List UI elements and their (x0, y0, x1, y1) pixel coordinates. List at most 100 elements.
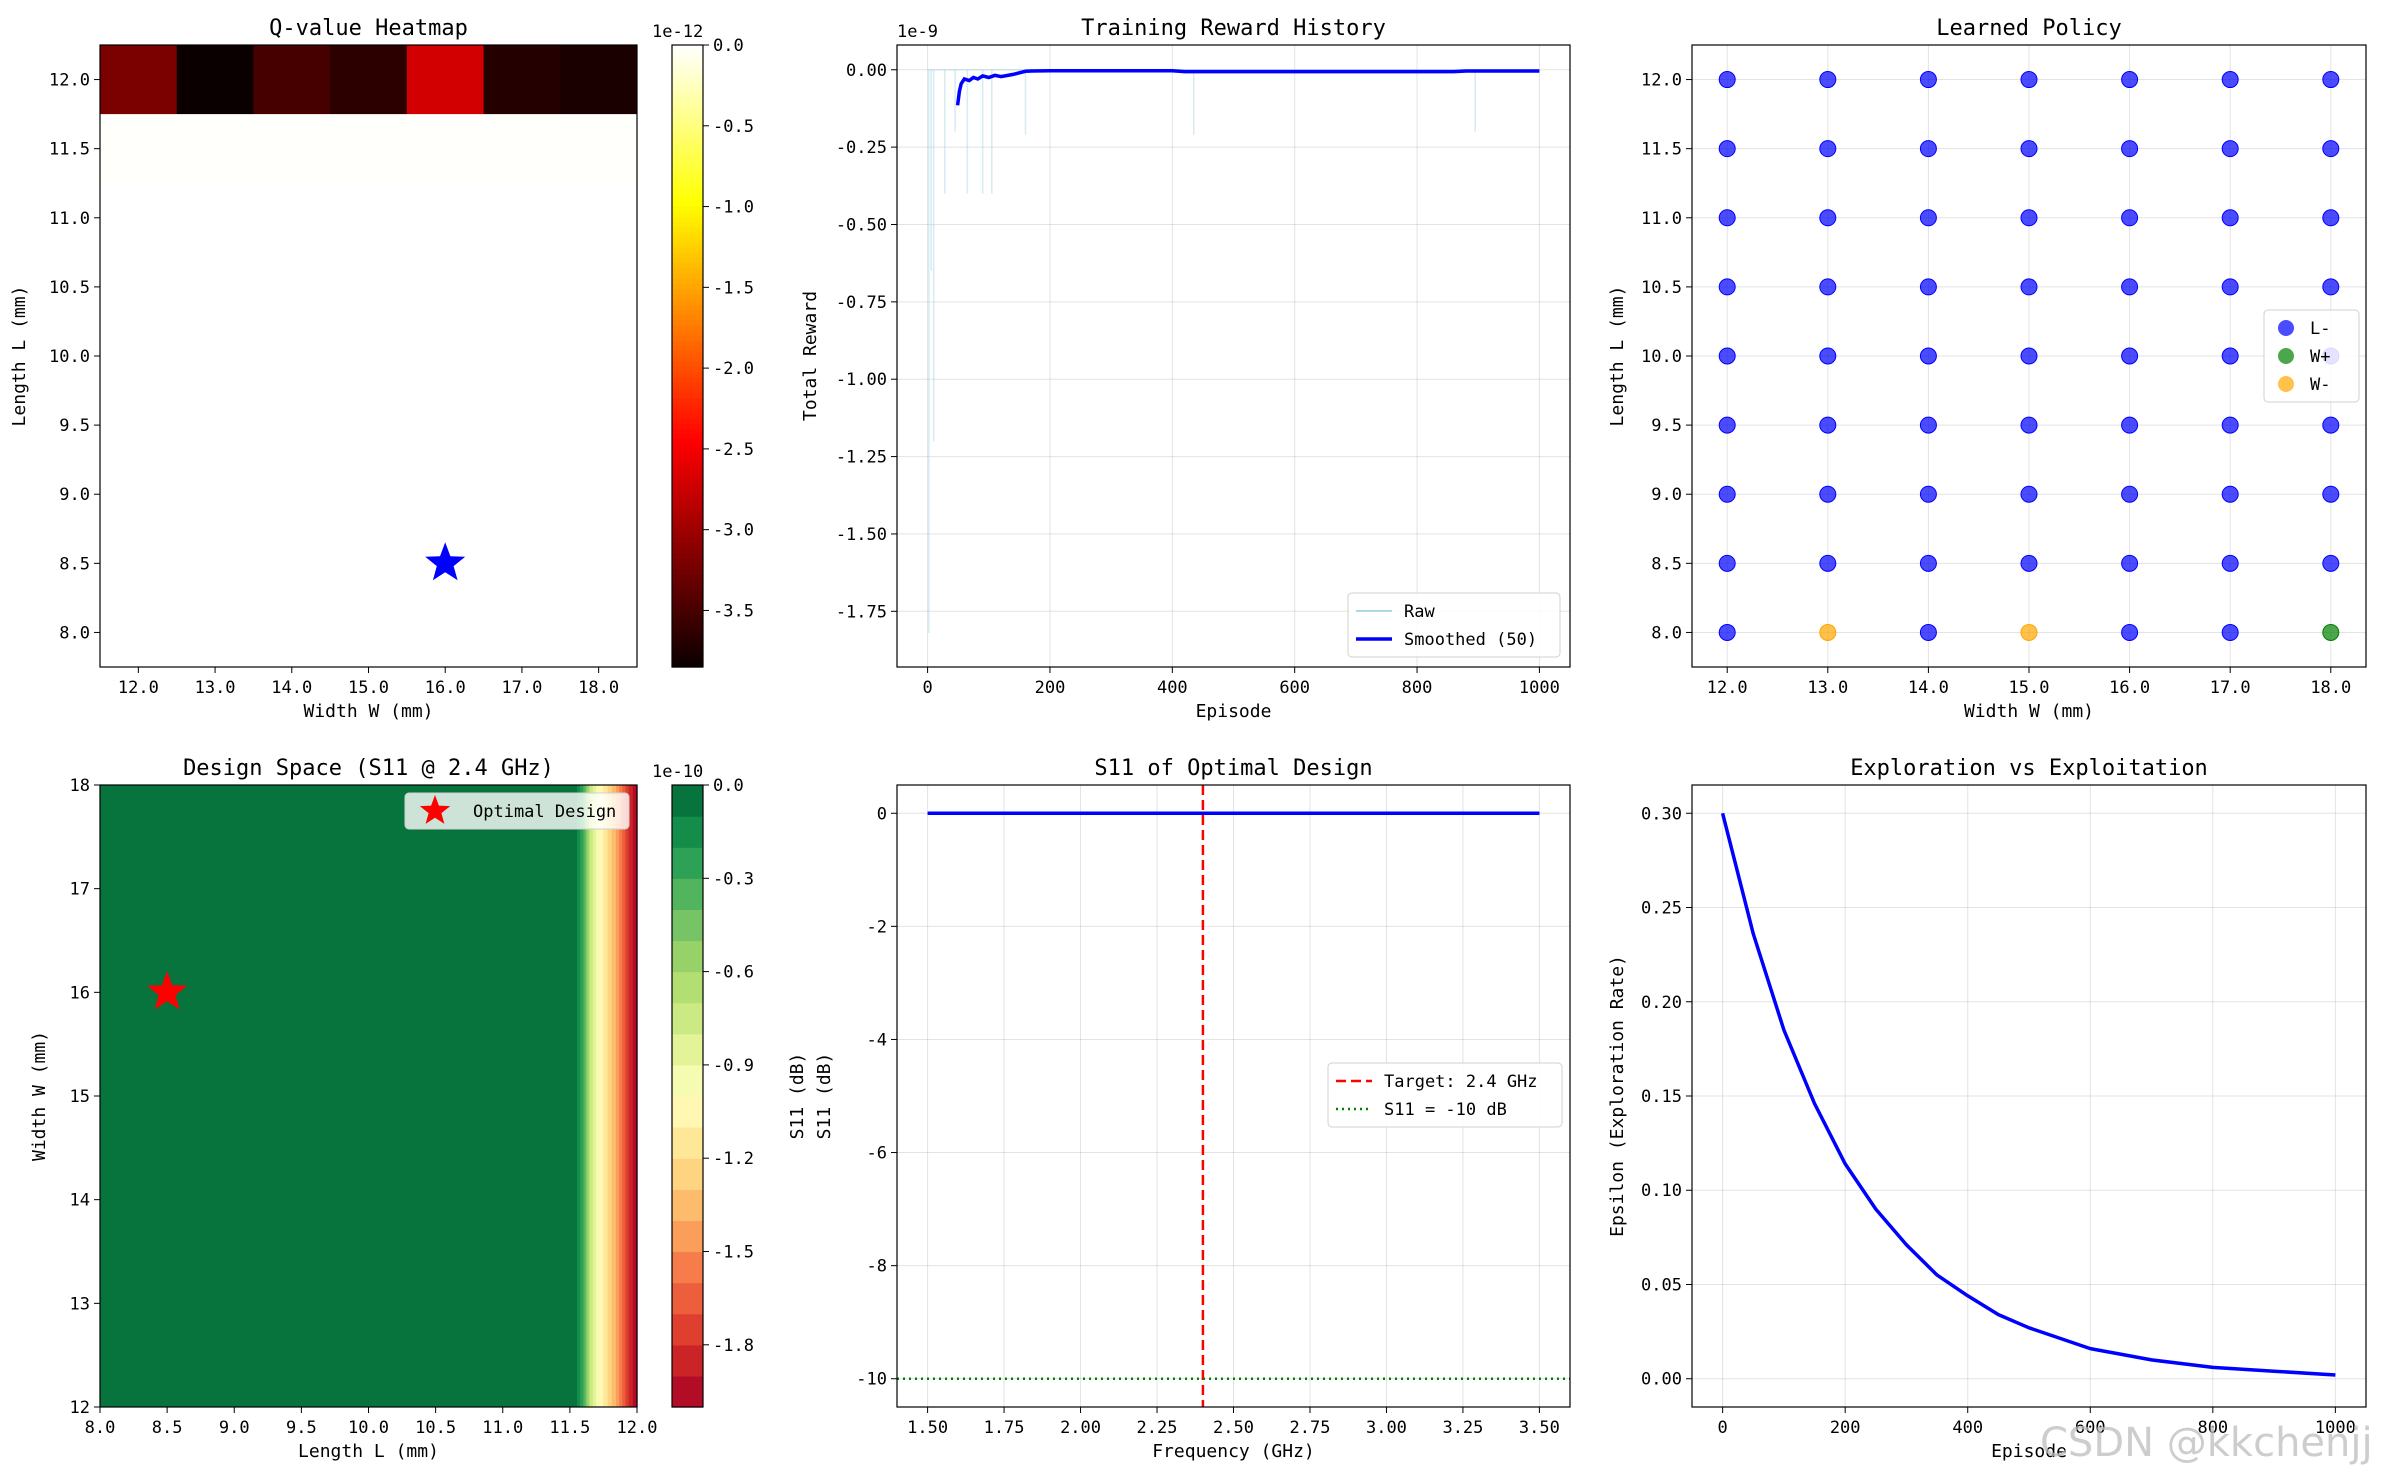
legend-label: S11 = -10 dB (1384, 1100, 1507, 1120)
y-tick-label: 0.00 (1641, 1370, 1682, 1390)
policy-point (2221, 71, 2239, 89)
colorbar-segment (672, 241, 703, 248)
heatmap-cell (176, 45, 254, 115)
contour-region (594, 785, 597, 1407)
policy-point (2322, 140, 2340, 158)
policy-point (2020, 140, 2038, 158)
y-tick-label: -6 (867, 1144, 887, 1164)
policy-point (1819, 554, 1837, 572)
legend-label: W+ (2310, 347, 2330, 367)
contour-region (623, 785, 625, 1407)
colorbar-segment (672, 506, 703, 513)
contour-region (631, 785, 634, 1407)
y-tick-label: -4 (867, 1030, 887, 1050)
heatmap-cell (253, 114, 331, 184)
colorbar-segment (672, 55, 703, 62)
x-axis-label: Width W (mm) (1964, 701, 2094, 722)
policy-point (1718, 485, 1736, 503)
x-tick-label: 3.50 (1519, 1418, 1560, 1438)
colorbar-segment (672, 480, 703, 487)
colorbar-segment (672, 485, 703, 492)
colorbar-segment (672, 164, 703, 170)
y-tick-label: 11.0 (1641, 209, 1682, 229)
contour-region (620, 785, 622, 1407)
colorbar-segment (672, 387, 703, 393)
policy-point (1919, 347, 1937, 365)
x-tick-label: 1.75 (984, 1418, 1025, 1438)
policy-point (2121, 209, 2139, 227)
colorbar-segment (672, 376, 703, 383)
colorbar-segment (672, 226, 703, 233)
colorbar-segment (672, 1344, 703, 1377)
y-tick-label: 10.0 (1641, 347, 1682, 367)
best-state-star-icon (425, 542, 466, 581)
colorbar-segment (672, 174, 703, 181)
colorbar-segment (672, 70, 703, 77)
contour-region (628, 785, 631, 1407)
policy-point (1819, 278, 1837, 296)
colorbar-tick-label: 0.0 (713, 36, 744, 56)
colorbar-segment (672, 330, 703, 336)
colorbar-segment (672, 314, 703, 321)
colorbar-segment (672, 490, 703, 497)
x-tick-label: 11.0 (482, 1418, 523, 1438)
y-tick-label: -1.00 (836, 370, 887, 390)
colorbar-segment (672, 470, 703, 476)
policy-point (2322, 623, 2340, 641)
y-tick-label: 18 (70, 776, 90, 796)
colorbar-tick-label: -1.8 (713, 1336, 754, 1356)
policy-point (2020, 554, 2038, 572)
y-tick-label: 8.0 (1651, 623, 1682, 643)
colorbar-segment (672, 464, 703, 471)
x-axis-label: Width W (mm) (303, 701, 433, 722)
x-tick-label: 3.25 (1442, 1418, 1483, 1438)
colorbar-segment (672, 252, 703, 259)
chart-title: Q-value Heatmap (269, 16, 468, 41)
colorbar-segment (672, 45, 703, 51)
y-tick-label: 11.5 (1641, 140, 1682, 160)
colorbar-segment (672, 65, 703, 72)
contour-region (595, 785, 598, 1407)
x-tick-label: 13.0 (1807, 678, 1848, 698)
contour-region (614, 785, 617, 1407)
policy-point (2020, 485, 2038, 503)
colorbar-segment (672, 169, 703, 176)
x-tick-label: 17.0 (2210, 678, 2251, 698)
contour-region (619, 785, 621, 1407)
x-tick-label: 14.0 (271, 678, 312, 698)
colorbar-segment (672, 153, 703, 160)
y-tick-label: 12.0 (1641, 71, 1682, 91)
heatmap-cell (100, 114, 178, 184)
x-axis-label: Episode (1991, 1441, 2067, 1462)
contour-region (629, 785, 632, 1407)
colorbar-segment (672, 283, 703, 290)
y-axis-label: S11 (dB) (814, 1053, 835, 1140)
x-tick-label: 12.0 (118, 678, 159, 698)
contour-region (617, 785, 619, 1407)
y-tick-label: 0.00 (846, 61, 887, 81)
colorbar-label: S11 (dB) (787, 1053, 808, 1140)
colorbar-segment (672, 1282, 703, 1315)
policy-point (2020, 209, 2038, 227)
y-axis-label: Epsilon (Exploration Rate) (1607, 955, 1628, 1237)
x-tick-label: 2.25 (1137, 1418, 1178, 1438)
contour-region (604, 785, 607, 1407)
colorbar-segment (672, 138, 703, 145)
colorbar-segment (672, 288, 703, 295)
y-tick-label: -0.50 (836, 215, 887, 235)
colorbar-segment (672, 102, 703, 108)
colorbar-tick-label: -0.6 (713, 963, 754, 983)
colorbar-segment (672, 205, 703, 212)
y-tick-label: 0.05 (1641, 1275, 1682, 1295)
x-axis-label: Frequency (GHz) (1152, 1441, 1315, 1462)
policy-point (2221, 140, 2239, 158)
colorbar-segment (672, 413, 703, 419)
policy-point (2322, 554, 2340, 572)
colorbar-segment (672, 594, 703, 601)
legend-label: Raw (1404, 602, 1435, 622)
y-tick-label: 11.0 (49, 209, 90, 229)
axes-frame (896, 44, 1571, 668)
colorbar-segment (672, 433, 703, 440)
epsilon-decay-line (1720, 812, 2336, 1377)
